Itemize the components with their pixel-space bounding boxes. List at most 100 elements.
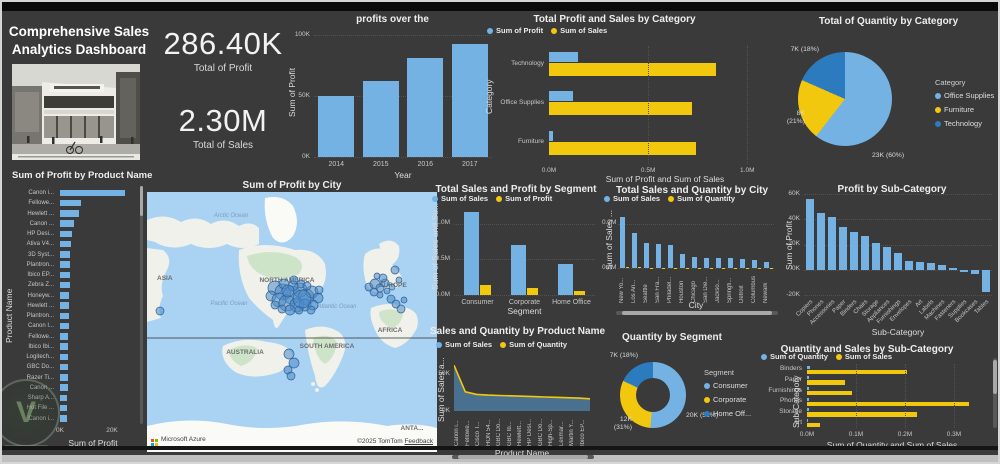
data-bar[interactable] (807, 408, 809, 412)
data-bar[interactable] (60, 394, 68, 402)
data-bar[interactable] (549, 130, 553, 141)
data-bar[interactable] (407, 58, 444, 157)
legend-item[interactable]: Sum of Quantity (668, 194, 735, 203)
data-bar[interactable] (558, 264, 573, 295)
data-bar[interactable] (60, 363, 68, 371)
city-bubbles[interactable] (155, 265, 408, 381)
pie-chart[interactable] (620, 362, 686, 428)
data-bar[interactable] (960, 269, 969, 272)
data-bar[interactable] (703, 257, 709, 268)
data-bar[interactable] (763, 262, 769, 268)
data-bar[interactable] (60, 251, 71, 258)
data-bar[interactable] (60, 230, 72, 238)
data-bar[interactable] (849, 231, 858, 270)
data-bar[interactable] (60, 240, 71, 248)
legend-item[interactable]: Furniture (935, 105, 974, 114)
data-bar[interactable] (549, 63, 716, 76)
data-bar[interactable] (574, 290, 585, 295)
data-bar[interactable] (807, 365, 810, 369)
legend-item[interactable]: Office Supplies (935, 91, 994, 100)
data-bar[interactable] (60, 312, 69, 320)
data-bar[interactable] (60, 343, 69, 350)
data-bar[interactable] (60, 261, 71, 268)
pie-chart[interactable] (798, 52, 892, 146)
data-bar[interactable] (751, 259, 757, 268)
scrollbar-thumb[interactable] (993, 360, 997, 394)
data-bar[interactable] (807, 380, 846, 385)
legend-item[interactable]: Sum of Profit (496, 194, 552, 203)
legend-item[interactable]: Sum of Sales (835, 352, 892, 361)
legend-item[interactable]: Corporate (704, 395, 746, 404)
data-bar[interactable] (679, 254, 685, 268)
legend-item[interactable]: Consumer (704, 381, 748, 390)
data-bar[interactable] (691, 257, 697, 268)
data-bar[interactable] (905, 260, 914, 270)
data-bar[interactable] (60, 292, 70, 299)
data-bar[interactable] (549, 141, 696, 155)
area-plot[interactable] (453, 360, 591, 411)
data-bar[interactable] (807, 397, 809, 401)
data-bar[interactable] (451, 43, 488, 157)
data-bar[interactable] (860, 235, 869, 270)
data-bar[interactable] (807, 418, 809, 422)
data-bar[interactable] (807, 412, 917, 417)
legend-item[interactable]: Sum of Sales (551, 26, 607, 35)
data-bar[interactable] (60, 415, 68, 422)
data-bar[interactable] (362, 81, 399, 157)
data-bar[interactable] (871, 243, 880, 270)
data-bar[interactable] (715, 258, 721, 268)
data-bar[interactable] (60, 210, 79, 217)
data-bar[interactable] (527, 288, 538, 295)
legend-item[interactable]: Sum of Sales (432, 194, 488, 203)
data-bar[interactable] (60, 404, 68, 412)
data-bar[interactable] (631, 232, 637, 268)
data-bar[interactable] (807, 386, 809, 390)
scrollbar-thumb[interactable] (622, 311, 772, 315)
world-map[interactable]: Arctic Ocean Pacific Ocean Atlantic Ocea… (147, 192, 437, 452)
data-bar[interactable] (816, 212, 825, 270)
data-bar[interactable] (60, 374, 68, 381)
legend-item[interactable]: Sum of Sales (604, 194, 660, 203)
data-bar[interactable] (549, 52, 578, 62)
scrollbar-thumb[interactable] (458, 455, 588, 459)
data-bar[interactable] (838, 226, 847, 270)
data-bar[interactable] (807, 369, 908, 374)
data-bar[interactable] (549, 102, 692, 116)
data-bar[interactable] (60, 281, 70, 289)
data-bar[interactable] (549, 91, 573, 102)
legend-item[interactable]: Home Off... (704, 409, 751, 418)
data-bar[interactable] (60, 322, 69, 330)
data-bar[interactable] (927, 262, 936, 270)
data-bar[interactable] (60, 271, 70, 279)
data-bar[interactable] (318, 96, 355, 157)
data-bar[interactable] (60, 199, 81, 207)
legend-item[interactable]: Sum of Profit (487, 26, 543, 35)
vertical-scrollbar[interactable] (140, 186, 143, 424)
data-bar[interactable] (727, 258, 733, 268)
data-bar[interactable] (894, 253, 902, 270)
data-bar[interactable] (511, 245, 526, 295)
data-bar[interactable] (807, 401, 969, 406)
data-bar[interactable] (464, 212, 479, 295)
data-bar[interactable] (619, 217, 625, 268)
data-bar[interactable] (982, 269, 991, 293)
data-bar[interactable] (807, 422, 821, 428)
legend-item[interactable]: Sum of Quantity (500, 340, 567, 349)
scrollbar-thumb[interactable] (140, 186, 143, 216)
data-bar[interactable] (655, 243, 661, 268)
data-bar[interactable] (882, 247, 891, 270)
data-bar[interactable] (60, 220, 74, 227)
data-bar[interactable] (637, 267, 641, 268)
data-bar[interactable] (949, 268, 958, 270)
data-bar[interactable] (480, 285, 491, 295)
data-bar[interactable] (938, 265, 947, 270)
data-bar[interactable] (827, 216, 836, 270)
data-bar[interactable] (807, 376, 810, 380)
data-bar[interactable] (60, 333, 69, 340)
data-bar[interactable] (739, 258, 745, 268)
data-bar[interactable] (625, 267, 629, 268)
data-bar[interactable] (971, 269, 980, 275)
data-bar[interactable] (60, 384, 68, 391)
data-bar[interactable] (60, 353, 68, 361)
feedback-link[interactable]: Feedback (404, 437, 433, 445)
